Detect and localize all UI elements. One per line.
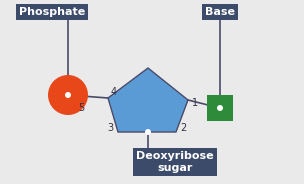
Text: 1: 1 [192,98,198,108]
Circle shape [145,129,151,135]
Text: 2: 2 [180,123,186,133]
Circle shape [48,75,88,115]
Text: Deoxyribose
sugar: Deoxyribose sugar [136,151,214,173]
Text: 4: 4 [111,87,117,97]
Text: Phosphate: Phosphate [19,7,85,17]
FancyBboxPatch shape [207,95,233,121]
Text: 5: 5 [78,103,84,113]
Polygon shape [108,68,188,132]
Circle shape [65,92,71,98]
Text: Base: Base [205,7,235,17]
Text: 3: 3 [107,123,113,133]
Circle shape [217,105,223,111]
